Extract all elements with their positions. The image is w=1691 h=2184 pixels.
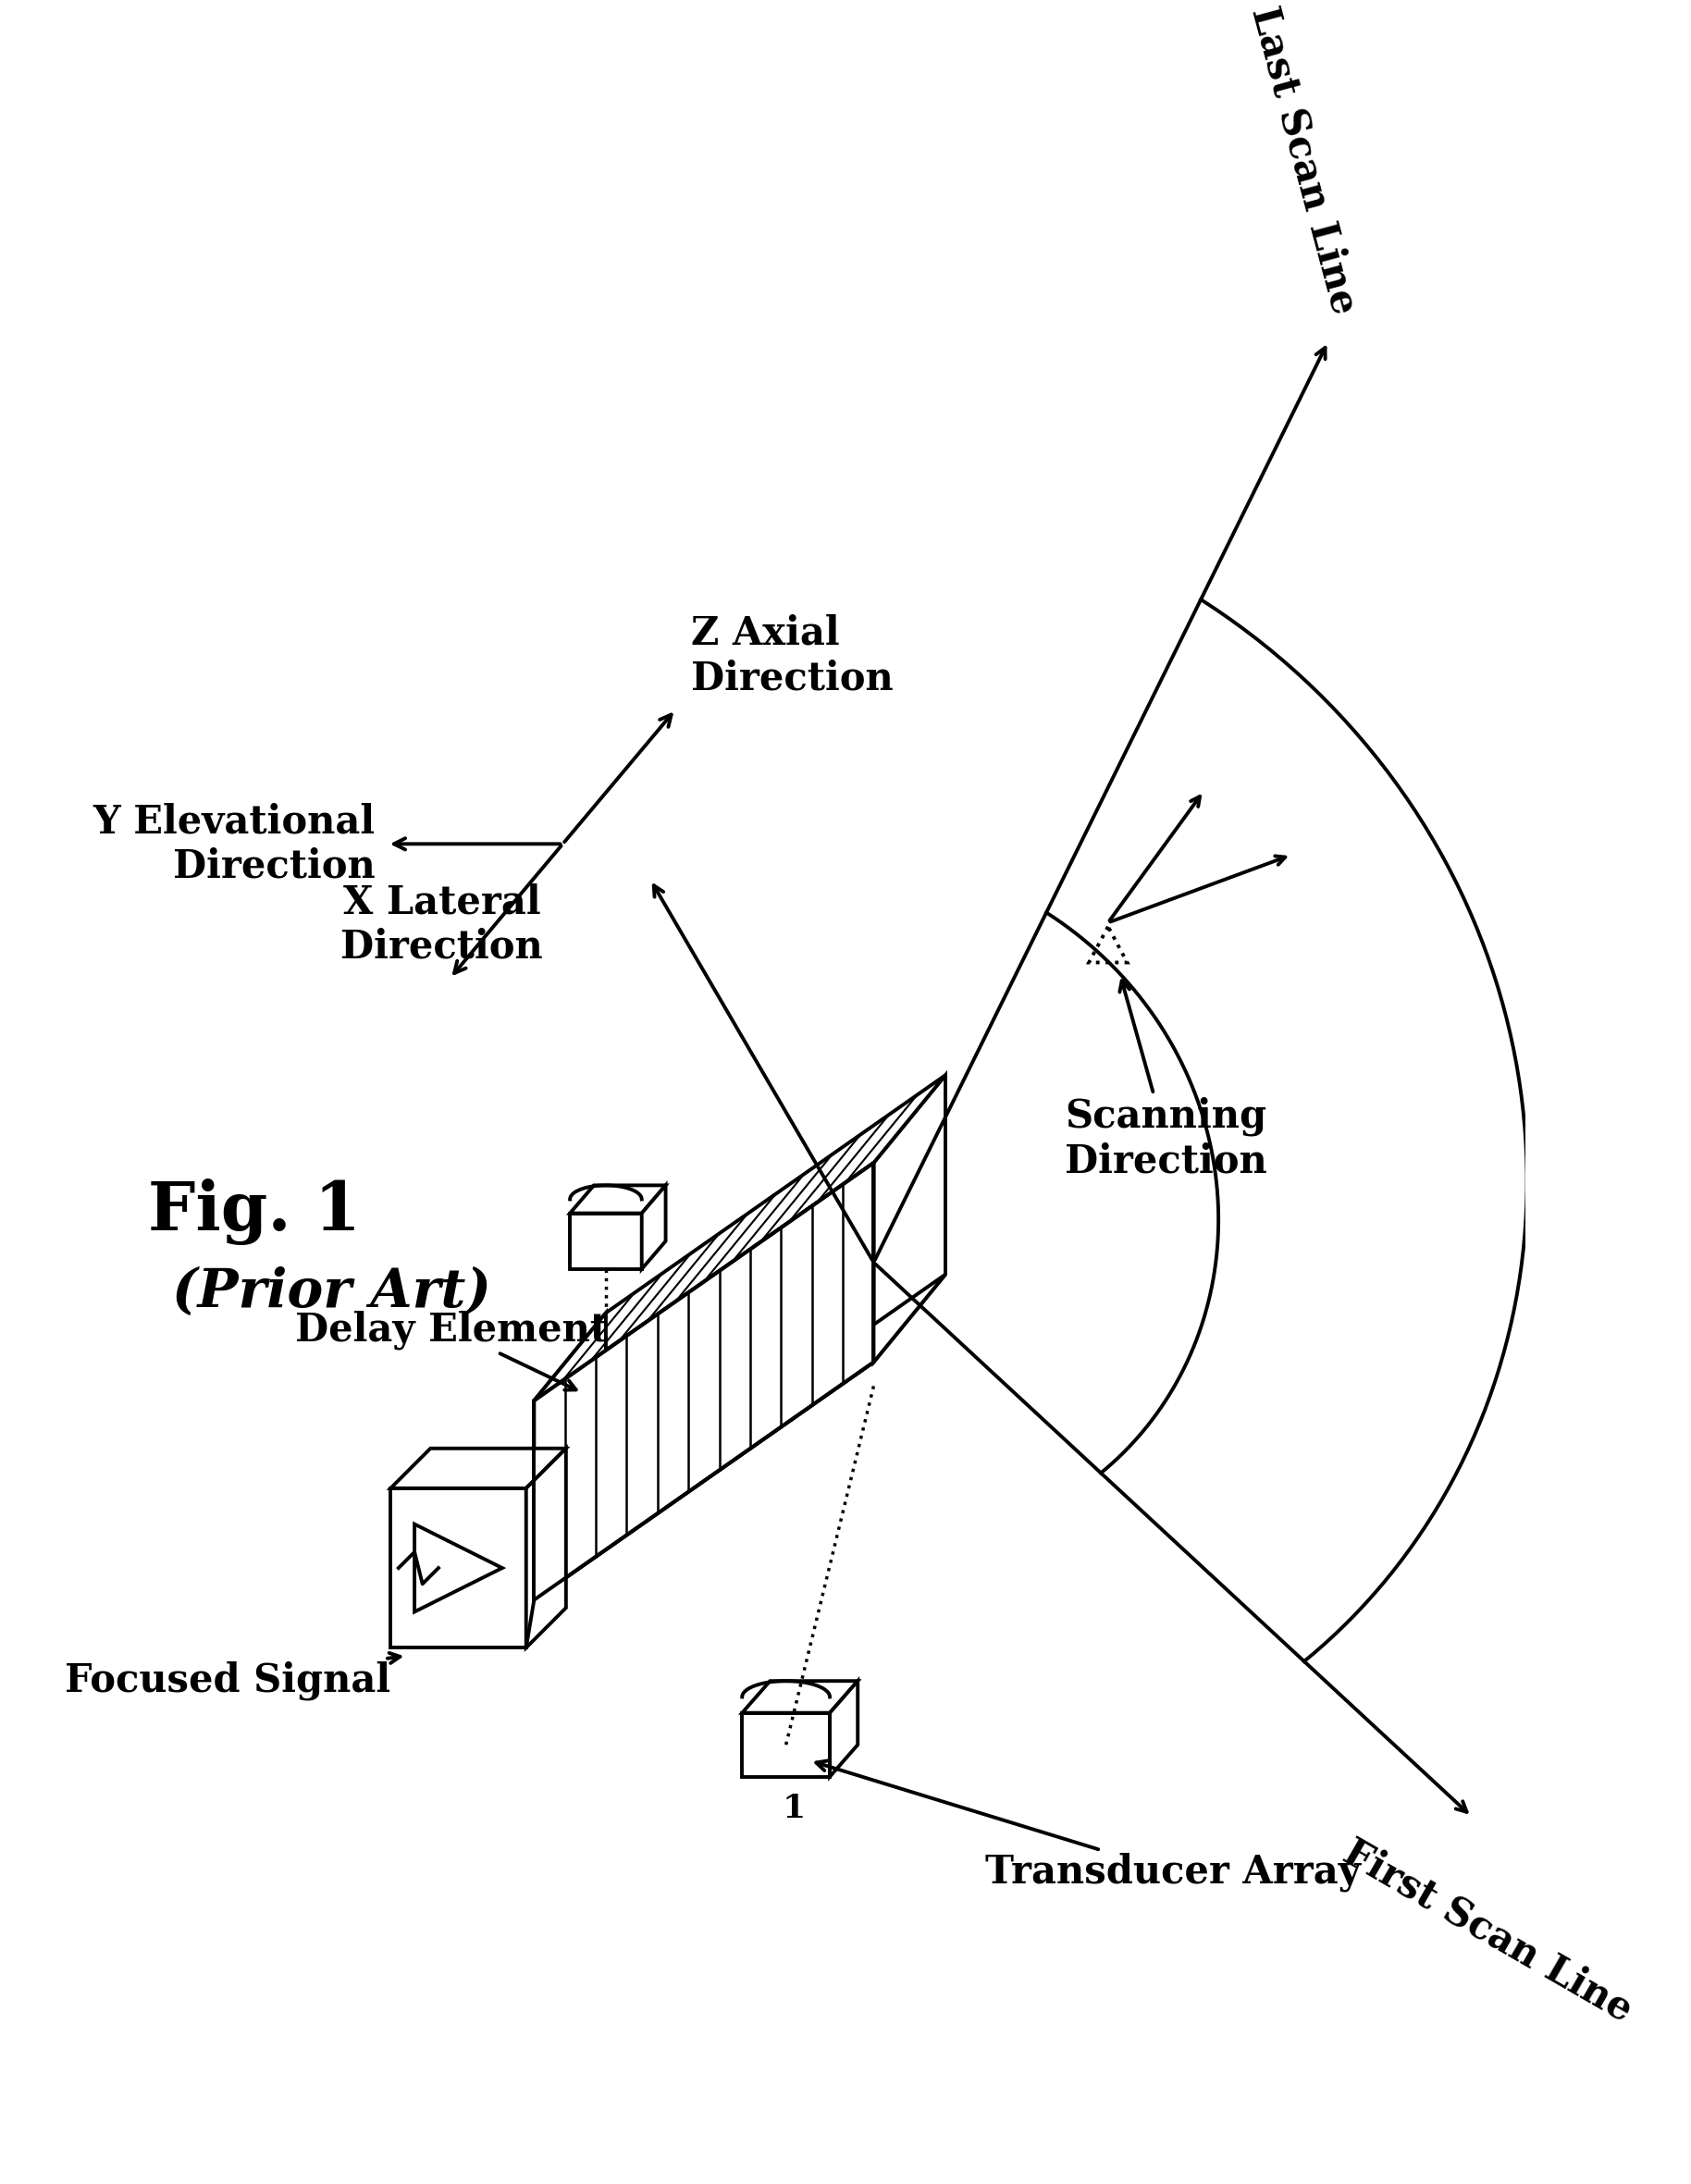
Text: Y Elevational
Direction: Y Elevational Direction xyxy=(93,802,375,887)
Polygon shape xyxy=(534,1162,874,1601)
Polygon shape xyxy=(641,1186,666,1269)
Polygon shape xyxy=(742,1682,857,1712)
Polygon shape xyxy=(742,1712,830,1776)
Text: Focused Signal: Focused Signal xyxy=(64,1653,401,1701)
Polygon shape xyxy=(534,1313,605,1601)
Text: Fig. 1: Fig. 1 xyxy=(149,1179,360,1245)
Polygon shape xyxy=(830,1682,857,1776)
Text: Transducer Array: Transducer Array xyxy=(817,1760,1361,1891)
Polygon shape xyxy=(534,1075,945,1400)
Text: Delay Element: Delay Element xyxy=(294,1310,607,1389)
Text: First Scan Line: First Scan Line xyxy=(1336,1832,1639,2029)
Text: (Prior Art): (Prior Art) xyxy=(172,1267,492,1319)
Polygon shape xyxy=(391,1448,566,1487)
Text: Scanning
Direction: Scanning Direction xyxy=(1065,981,1267,1182)
Polygon shape xyxy=(534,1275,945,1601)
Text: X Lateral
Direction: X Lateral Direction xyxy=(342,882,543,965)
Polygon shape xyxy=(570,1214,641,1269)
Polygon shape xyxy=(526,1448,566,1647)
Text: Last Scan Line: Last Scan Line xyxy=(1245,2,1365,319)
Text: 1: 1 xyxy=(783,1793,805,1824)
Polygon shape xyxy=(391,1487,526,1647)
Polygon shape xyxy=(874,1075,945,1363)
Text: Z Axial
Direction: Z Axial Direction xyxy=(692,614,895,697)
Polygon shape xyxy=(570,1186,666,1214)
